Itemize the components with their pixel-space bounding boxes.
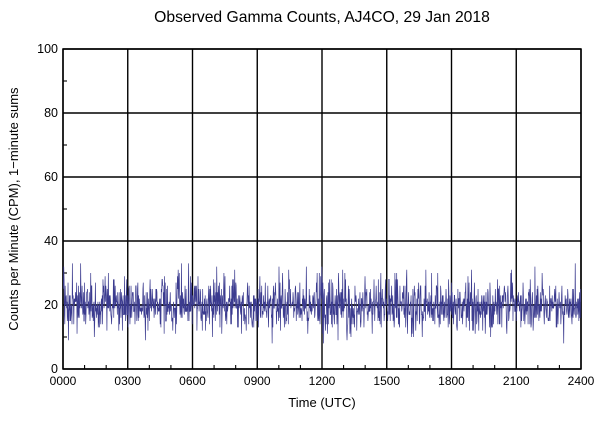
svg-text:40: 40 [44,234,58,248]
svg-text:Observed Gamma Counts, AJ4CO,: Observed Gamma Counts, AJ4CO, 29 Jan 201… [154,9,490,26]
svg-text:60: 60 [44,170,58,184]
svg-text:1200: 1200 [309,374,336,388]
svg-text:1500: 1500 [373,374,400,388]
svg-text:20: 20 [44,298,58,312]
svg-text:0900: 0900 [244,374,271,388]
svg-text:Counts per Minute (CPM), 1−min: Counts per Minute (CPM), 1−minute sums [6,87,21,331]
svg-text:1800: 1800 [438,374,465,388]
svg-text:0300: 0300 [114,374,141,388]
svg-text:2400: 2400 [568,374,595,388]
svg-text:0600: 0600 [179,374,206,388]
svg-text:2100: 2100 [503,374,530,388]
svg-text:100: 100 [37,42,58,56]
svg-text:80: 80 [44,106,58,120]
svg-text:0000: 0000 [50,374,77,388]
svg-text:Time (UTC): Time (UTC) [288,395,355,410]
